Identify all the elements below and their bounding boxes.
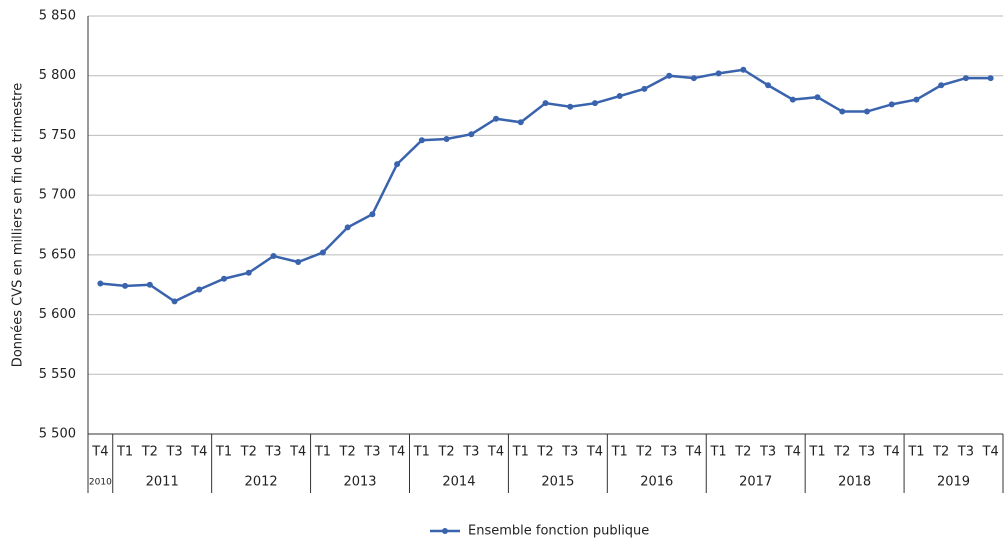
x-tick-label: T1	[314, 445, 331, 460]
x-tick-label: T2	[240, 445, 257, 460]
point	[789, 96, 796, 103]
x-tick-label: T4	[883, 445, 900, 460]
y-tick-label: 5 600	[39, 307, 76, 322]
x-tick-label: T1	[116, 445, 133, 460]
x-tick-label: T2	[141, 445, 158, 460]
x-tick-label: T3	[660, 445, 677, 460]
y-axis-label: Données CVS en milliers en fin de trimes…	[11, 83, 26, 367]
x-tick-label: T3	[363, 445, 380, 460]
x-tick-label: T1	[611, 445, 628, 460]
point	[814, 94, 821, 101]
x-tick-label: T4	[388, 445, 405, 460]
y-tick-label: 5 650	[39, 247, 76, 262]
point	[690, 75, 697, 82]
point	[468, 131, 475, 138]
point	[493, 115, 500, 122]
point	[962, 75, 969, 82]
point	[369, 211, 376, 218]
point	[641, 85, 648, 92]
x-tick-label: T2	[635, 445, 652, 460]
year-label: 2016	[640, 475, 673, 490]
year-label: 2017	[739, 475, 772, 490]
legend-marker	[442, 528, 448, 534]
point	[715, 70, 722, 77]
y-tick-label: 5 750	[39, 128, 76, 143]
point	[888, 101, 895, 108]
x-tick-label: T4	[784, 445, 801, 460]
x-tick-label: T4	[289, 445, 306, 460]
point	[987, 75, 994, 82]
x-tick-label: T4	[91, 445, 108, 460]
x-tick-label: T4	[190, 445, 207, 460]
point	[344, 224, 351, 231]
point	[122, 282, 129, 289]
x-tick-label: T1	[709, 445, 726, 460]
point	[443, 136, 450, 143]
point	[567, 103, 574, 110]
year-label: 2013	[343, 475, 376, 490]
x-tick-label: T3	[759, 445, 776, 460]
point	[171, 298, 178, 305]
y-tick-label: 5 850	[39, 9, 76, 24]
x-tick-label: T3	[858, 445, 875, 460]
legend-label: Ensemble fonction publique	[468, 524, 649, 539]
y-tick-label: 5 700	[39, 188, 76, 203]
point	[839, 108, 846, 115]
point	[394, 161, 401, 168]
y-tick-label: 5 500	[39, 427, 76, 442]
point	[616, 93, 623, 100]
x-tick-label: T1	[907, 445, 924, 460]
x-tick-label: T4	[982, 445, 999, 460]
point	[418, 137, 425, 144]
y-tick-label: 5 550	[39, 367, 76, 382]
point	[740, 66, 747, 73]
point	[295, 259, 302, 266]
x-tick-label: T1	[215, 445, 232, 460]
x-tick-label: T4	[586, 445, 603, 460]
point	[863, 108, 870, 115]
x-tick-label: T4	[487, 445, 504, 460]
point	[591, 100, 598, 107]
point	[221, 275, 228, 282]
y-tick-label: 5 800	[39, 68, 76, 83]
point	[938, 82, 945, 89]
year-label: 2018	[838, 475, 871, 490]
x-tick-label: T3	[462, 445, 479, 460]
year-label: 2011	[146, 475, 179, 490]
point	[913, 96, 920, 103]
point	[666, 72, 673, 79]
year-label: 2012	[245, 475, 278, 490]
year-label: 2010	[89, 478, 112, 488]
year-label: 2014	[442, 475, 475, 490]
x-tick-label: T3	[165, 445, 182, 460]
year-label: 2019	[937, 475, 970, 490]
point	[270, 253, 277, 260]
x-tick-label: T2	[833, 445, 850, 460]
x-tick-label: T3	[561, 445, 578, 460]
x-tick-label: T4	[685, 445, 702, 460]
point	[542, 100, 549, 107]
x-tick-label: T1	[512, 445, 529, 460]
point	[146, 281, 153, 288]
point	[517, 119, 524, 126]
x-tick-label: T2	[339, 445, 356, 460]
point	[765, 82, 772, 89]
x-tick-label: T3	[957, 445, 974, 460]
x-tick-label: T2	[734, 445, 751, 460]
point	[319, 249, 326, 256]
x-tick-label: T3	[264, 445, 281, 460]
year-label: 2015	[541, 475, 574, 490]
x-tick-label: T1	[413, 445, 430, 460]
point	[97, 280, 104, 287]
point	[245, 269, 252, 276]
x-tick-label: T2	[932, 445, 949, 460]
x-tick-label: T2	[437, 445, 454, 460]
point	[196, 286, 203, 293]
x-tick-label: T2	[536, 445, 553, 460]
x-tick-label: T1	[808, 445, 825, 460]
